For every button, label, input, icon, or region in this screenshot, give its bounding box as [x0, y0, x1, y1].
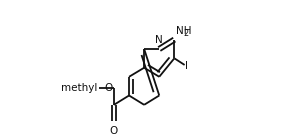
- Text: I: I: [185, 61, 188, 71]
- Text: 2: 2: [184, 29, 189, 38]
- Text: O: O: [104, 83, 112, 93]
- Text: NH: NH: [176, 25, 192, 35]
- Text: methyl: methyl: [61, 83, 98, 93]
- Text: O: O: [110, 126, 118, 136]
- Text: N: N: [155, 35, 163, 45]
